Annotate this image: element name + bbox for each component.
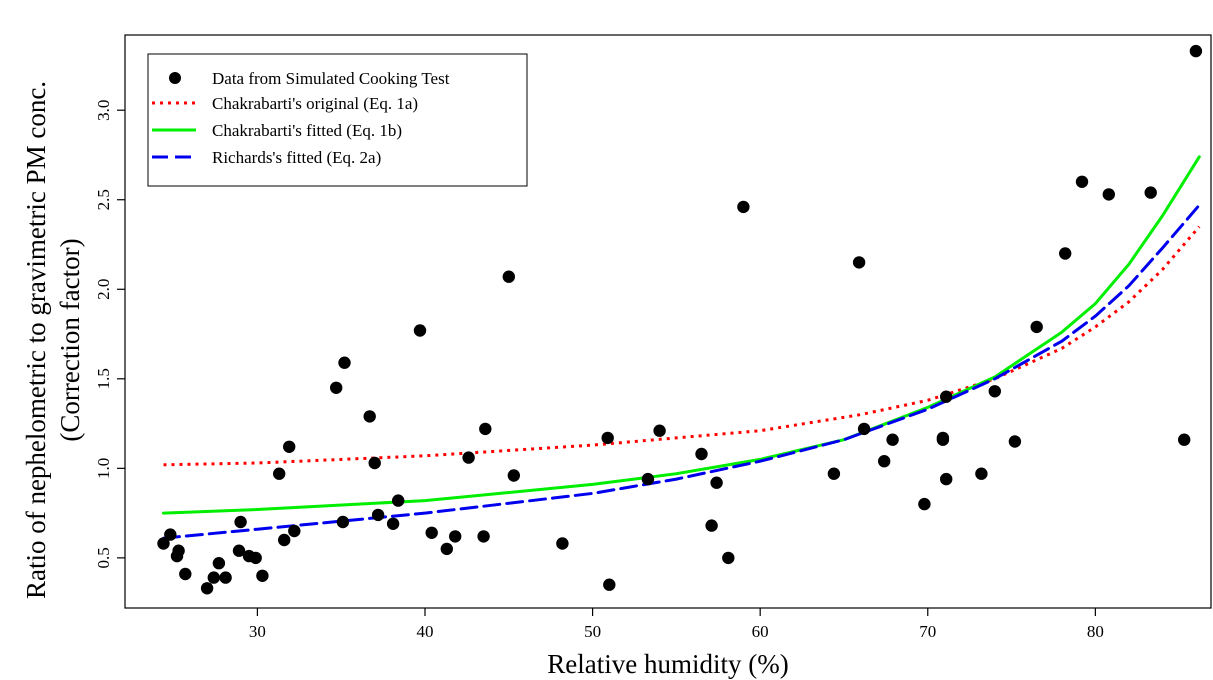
data-point-44 [737, 200, 750, 214]
data-point-20 [338, 356, 351, 369]
legend-label: Richards's fitted (Eq. 2a) [212, 148, 381, 167]
data-point-19 [336, 515, 350, 529]
data-point-46 [852, 256, 866, 269]
data-point-30 [462, 451, 475, 464]
data-point-0 [157, 537, 170, 550]
data-point-38 [641, 472, 655, 486]
data-point-34 [507, 469, 520, 482]
series-line-1 [162, 155, 1201, 515]
data-point-27 [425, 526, 438, 539]
data-point-52 [936, 431, 950, 445]
data-point-50 [918, 497, 931, 511]
data-point-16 [283, 440, 296, 453]
data-point-43 [722, 551, 735, 565]
data-point-62 [1144, 186, 1157, 199]
data-point-35 [556, 537, 569, 550]
x-axis-title: Relative humidity (%) [547, 649, 788, 679]
legend: Data from Simulated Cooking Test Chakraba… [147, 53, 528, 187]
series-line-0 [163, 225, 1201, 467]
data-point-9 [232, 544, 246, 557]
data-point-32 [479, 422, 492, 436]
data-point-41 [705, 519, 718, 532]
data-point-4 [179, 567, 192, 581]
data-point-13 [256, 569, 269, 582]
data-point-24 [386, 517, 400, 530]
data-point-26 [413, 324, 427, 337]
data-point-28 [440, 542, 453, 556]
data-point-17 [288, 524, 301, 538]
data-point-23 [371, 508, 385, 522]
data-point-33 [502, 270, 515, 283]
data-point-36 [601, 431, 614, 445]
legend-marker [169, 72, 181, 84]
data-point-29 [449, 530, 462, 543]
data-point-61 [1102, 188, 1116, 201]
data-point-15 [278, 533, 291, 547]
x-tick-label: 70 [919, 622, 936, 641]
data-point-64 [1189, 44, 1203, 58]
data-point-1 [164, 528, 177, 541]
legend-label: Chakrabarti's fitted (Eq. 1b) [212, 121, 402, 140]
y-axis-title-line2: (Correction factor) [55, 238, 85, 441]
data-point-49 [886, 433, 899, 446]
data-point-42 [710, 476, 723, 489]
data-point-21 [363, 410, 376, 423]
data-point-56 [988, 385, 1001, 398]
x-tick-label: 60 [752, 622, 769, 641]
data-point-57 [1008, 435, 1022, 448]
x-tick-label: 50 [584, 622, 601, 641]
data-point-18 [330, 381, 343, 394]
data-point-55 [975, 467, 988, 480]
x-tick-label: 30 [249, 622, 266, 641]
data-point-39 [653, 424, 666, 437]
data-point-54 [940, 390, 953, 403]
data-point-53 [940, 472, 953, 486]
legend-label: Chakrabarti's original (Eq. 1a) [212, 94, 418, 113]
y-tick-label: 1.5 [94, 368, 113, 389]
y-axis-title: Ratio of nephelometric to gravimetric PM… [21, 81, 85, 599]
y-tick-label: 2.0 [94, 279, 113, 300]
y-tick-label: 1.0 [94, 458, 113, 479]
data-point-8 [219, 571, 232, 584]
data-point-5 [200, 582, 214, 595]
data-point-45 [827, 467, 841, 480]
data-point-3 [172, 544, 185, 557]
x-tick-label: 40 [416, 622, 433, 641]
data-point-14 [273, 467, 286, 480]
data-point-40 [695, 447, 708, 461]
series-line-2 [162, 203, 1201, 540]
data-point-63 [1178, 433, 1191, 446]
data-point-10 [234, 515, 247, 529]
fitted-curves [162, 155, 1201, 540]
plot-frame [124, 34, 1212, 609]
legend-box [147, 53, 528, 187]
data-point-31 [477, 530, 490, 543]
data-point-60 [1075, 175, 1089, 188]
y-axis-title-line1: Ratio of nephelometric to gravimetric PM… [21, 81, 51, 599]
data-point-59 [1059, 247, 1072, 260]
data-point-48 [878, 455, 891, 468]
data-point-37 [603, 578, 616, 591]
data-point-47 [857, 422, 871, 436]
data-point-25 [392, 494, 405, 507]
x-axis: 30 40 50 60 70 80 [249, 608, 1104, 641]
data-point-12 [249, 551, 262, 565]
legend-label: Data from Simulated Cooking Test [212, 69, 450, 88]
data-point-6 [207, 571, 220, 584]
data-points [157, 44, 1203, 595]
y-tick-label: 2.5 [94, 189, 113, 210]
data-point-7 [212, 557, 226, 570]
x-tick-label: 80 [1087, 622, 1104, 641]
data-point-58 [1030, 320, 1043, 334]
y-tick-label: 3.0 [94, 100, 113, 121]
y-tick-label: 0.5 [94, 547, 113, 568]
data-point-22 [368, 456, 381, 470]
y-axis: 0.5 1.0 1.5 2.0 2.5 3.0 [94, 100, 125, 568]
